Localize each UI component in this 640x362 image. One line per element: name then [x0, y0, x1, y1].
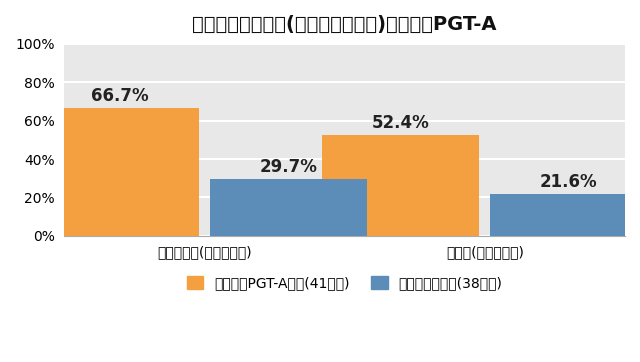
- Bar: [490, 194, 640, 236]
- Text: 52.4%: 52.4%: [372, 114, 429, 132]
- Legend: 反復流産PGT-A実施(41症例), コントロール群(38症例): 反復流産PGT-A実施(41症例), コントロール群(38症例): [187, 276, 502, 290]
- Title: 原因不明習慣流産(反復流産を含む)に対するPGT-A: 原因不明習慣流産(反復流産を含む)に対するPGT-A: [193, 15, 497, 34]
- Text: 21.6%: 21.6%: [540, 173, 598, 191]
- Text: 29.7%: 29.7%: [260, 158, 317, 176]
- Bar: [42, 108, 199, 236]
- Bar: [210, 179, 367, 236]
- Bar: [322, 135, 479, 236]
- Text: 66.7%: 66.7%: [92, 87, 149, 105]
